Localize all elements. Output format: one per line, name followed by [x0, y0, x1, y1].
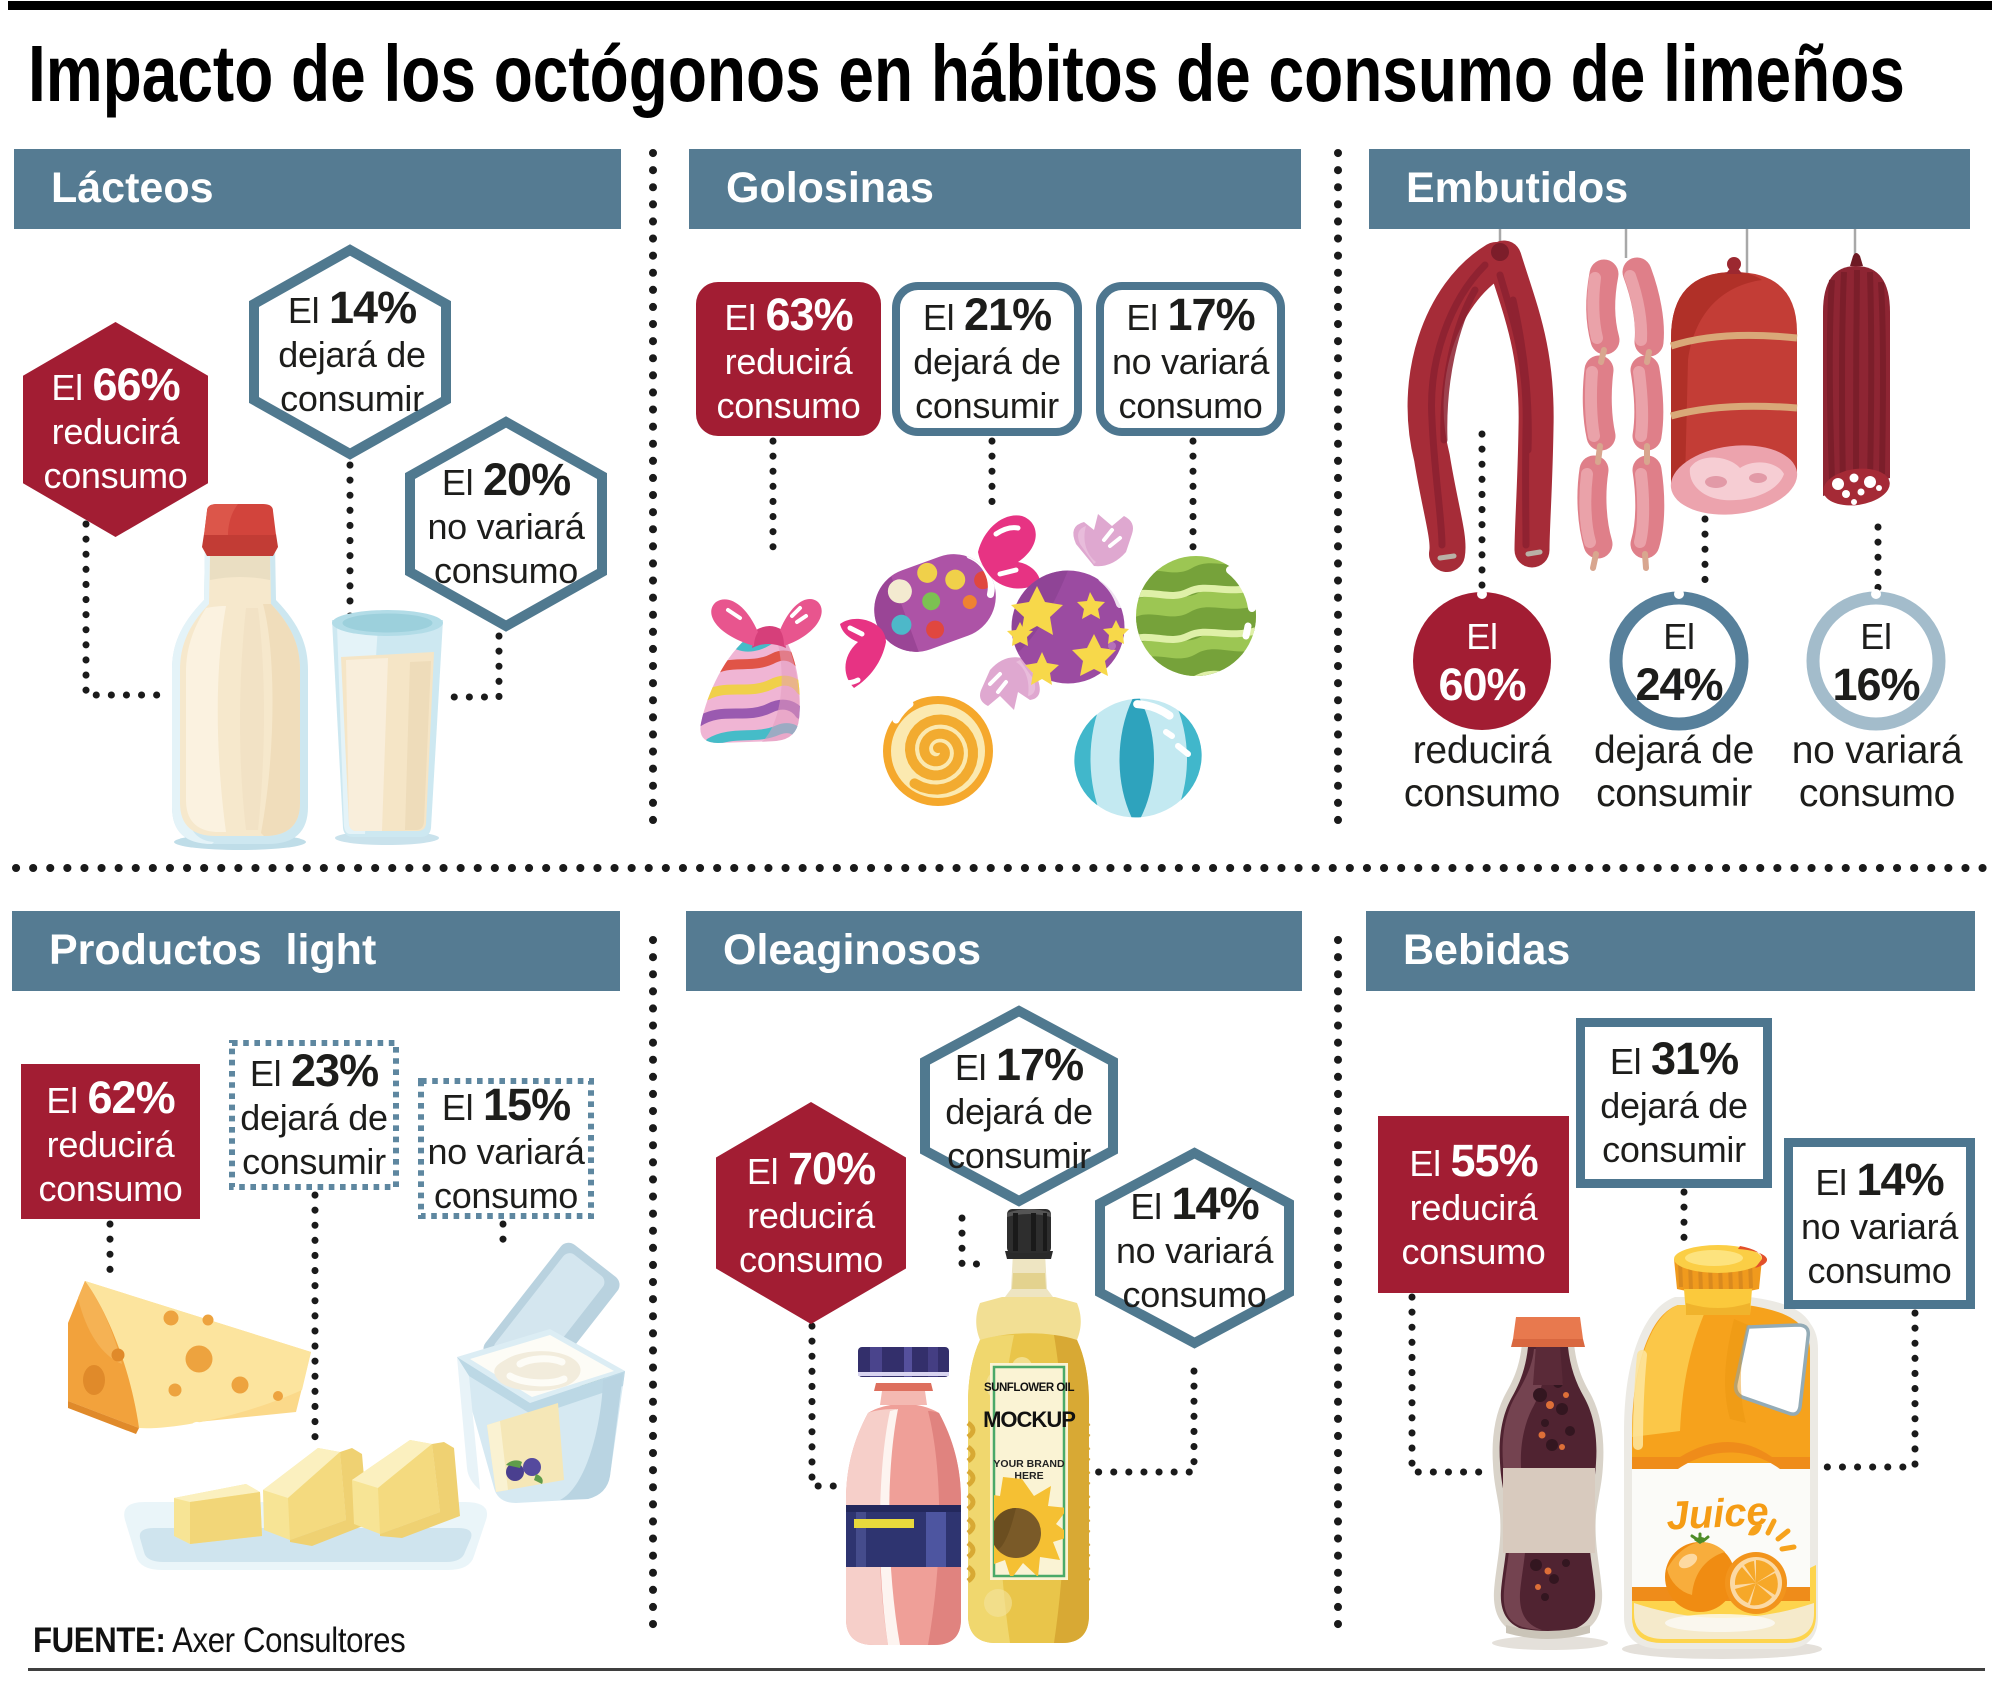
svg-text:SUNFLOWER OIL: SUNFLOWER OIL [984, 1382, 1074, 1394]
svg-text:MOCKUP: MOCKUP [983, 1407, 1075, 1432]
svg-text:YOUR BRAND: YOUR BRAND [993, 1458, 1065, 1470]
